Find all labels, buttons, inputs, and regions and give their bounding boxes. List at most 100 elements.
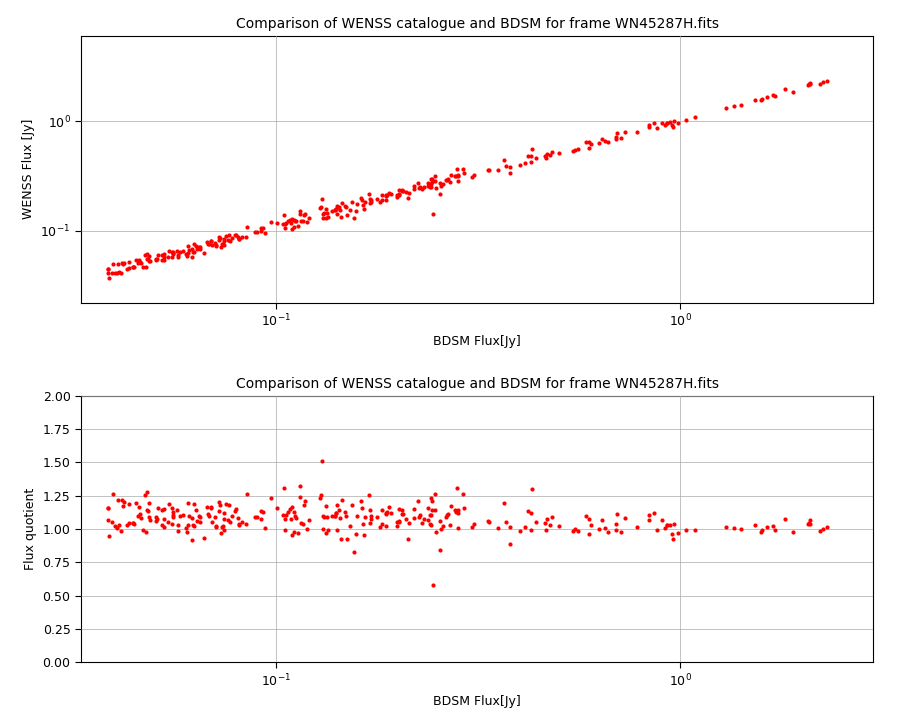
Point [665,120,680,131]
Point [803,77,817,89]
Point [364,510,379,522]
Point [293,481,308,492]
Point [598,135,612,147]
Point [217,239,231,251]
Point [248,227,262,238]
Point [642,509,656,521]
Point [293,208,308,220]
Point [426,495,440,506]
Point [748,94,762,105]
Point [157,248,171,260]
Point [115,495,130,506]
Point [448,170,463,181]
Point [428,526,443,538]
Point [608,518,623,530]
Point [331,202,346,213]
Point [284,530,299,541]
Point [661,117,675,129]
Point [173,510,187,521]
Point [122,518,136,529]
Point [748,520,762,531]
Point [219,230,233,241]
Point [228,230,242,241]
Point [276,218,291,230]
Point [755,524,770,536]
Point [618,127,633,138]
Point [132,256,147,268]
Point [181,247,195,258]
Point [338,506,353,518]
Point [140,253,155,265]
Point [345,499,359,510]
Point [330,200,345,212]
Point [449,507,464,518]
Point [390,189,404,201]
Point [518,521,532,533]
Point [345,197,359,208]
Point [591,138,606,149]
Point [222,516,237,528]
Point [142,498,157,509]
Point [101,267,115,279]
Point [417,181,431,192]
Y-axis label: Flux quotient: Flux quotient [24,488,37,570]
Point [122,256,137,268]
Point [363,517,377,528]
Point [379,508,393,519]
Point [203,501,218,513]
Point [346,212,361,224]
Point [334,211,348,222]
Point [298,208,312,220]
Point [193,511,207,523]
Point [300,523,314,535]
Point [439,174,454,185]
Point [581,137,596,148]
Point [498,155,512,166]
Point [426,174,440,185]
Point [287,506,302,518]
Point [544,512,559,523]
Point [289,513,303,524]
Point [317,511,331,523]
Point [288,215,302,227]
Point [524,150,538,162]
Point [328,510,343,522]
Point [330,500,345,511]
Point [552,147,566,158]
Point [380,189,394,201]
Point [334,534,348,545]
Point [423,181,437,192]
Point [294,215,309,227]
Point [383,188,398,199]
Point [316,523,330,534]
Point [582,142,597,153]
Point [666,121,680,132]
Point [181,240,195,251]
Point [466,518,481,529]
Point [166,511,180,523]
Point [254,505,268,516]
Point [182,244,196,256]
Point [428,183,443,194]
Point [537,150,552,161]
Point [130,510,145,522]
Point [768,524,782,536]
Point [112,520,126,531]
Point [392,515,406,526]
Point [197,248,211,259]
Point [374,189,389,201]
Point [120,264,134,275]
Point [297,499,311,510]
Point [204,235,219,247]
Point [513,159,527,171]
Point [193,241,207,253]
Point [391,191,405,202]
Point [433,516,447,527]
Point [313,489,328,500]
Point [228,505,242,517]
Point [364,513,378,525]
Point [127,261,141,273]
Point [820,75,834,86]
Point [181,497,195,508]
Point [552,520,566,531]
